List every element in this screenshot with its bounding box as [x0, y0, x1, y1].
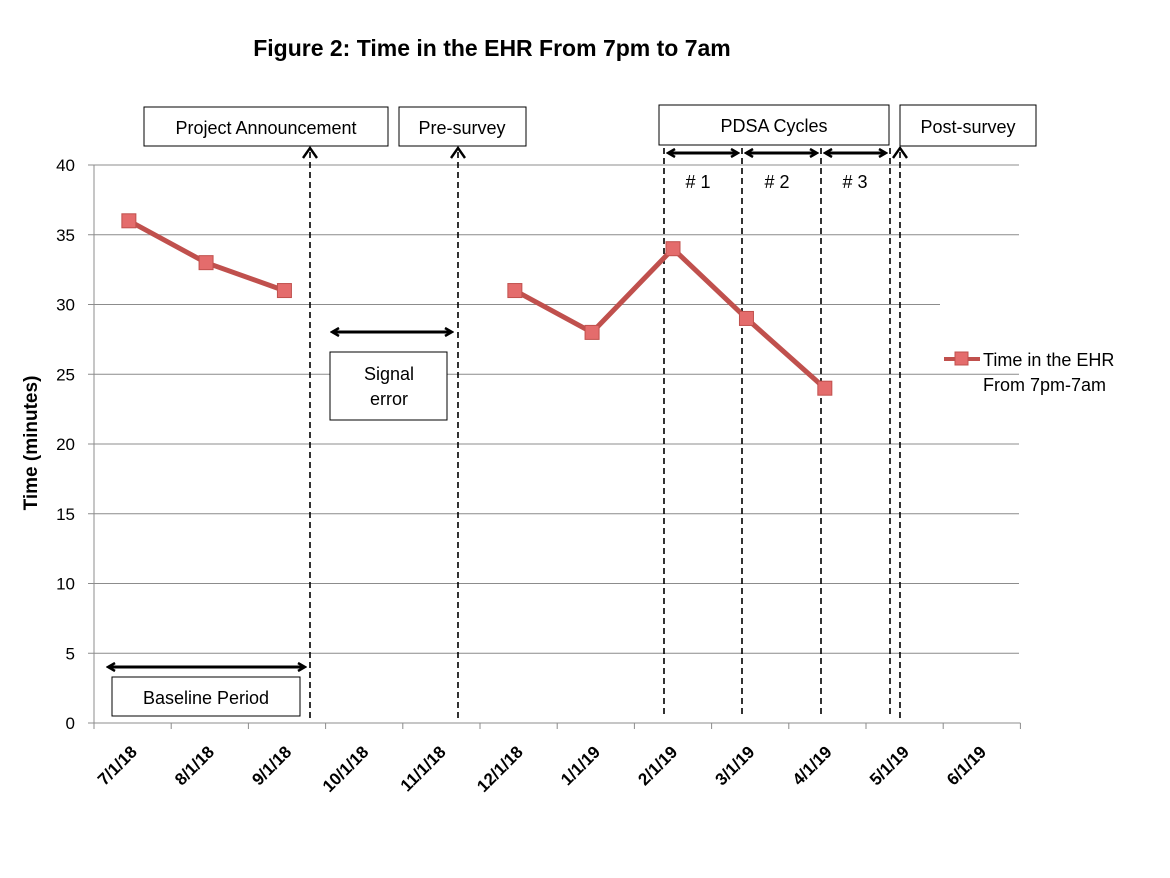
x-tick-label: 11/1/18	[397, 742, 450, 795]
data-point	[665, 241, 681, 257]
post-survey-box	[899, 104, 1037, 147]
y-tick-label: 0	[66, 714, 75, 733]
annotation-boxes	[111, 104, 1037, 717]
signal-error-box	[329, 351, 448, 421]
legend: Time in the EHR From 7pm-7am	[944, 350, 1114, 395]
x-tick-label: 9/1/18	[248, 742, 295, 789]
x-tick-label: 2/1/19	[634, 742, 681, 789]
pre-survey-text: Pre-survey	[418, 118, 505, 138]
cycle-3-label: # 3	[842, 172, 867, 192]
signal-error-text-line-2: error	[370, 389, 408, 409]
signal-error-text-line-1: Signal	[364, 364, 414, 384]
up-arrows	[302, 145, 908, 159]
data-point	[121, 213, 137, 229]
x-tick-label: 12/1/18	[473, 742, 527, 796]
x-tick-label: 4/1/19	[789, 742, 836, 789]
y-tick-label: 40	[56, 156, 75, 175]
y-tick-label: 20	[56, 435, 75, 454]
data-point	[584, 324, 600, 340]
y-tick-labels: 0 5 10 15 20 25 30 35 40	[56, 156, 75, 733]
y-tick-label: 5	[66, 644, 75, 663]
post-survey-text: Post-survey	[920, 117, 1015, 137]
annotation-lines	[309, 148, 901, 718]
announcement-arrow	[302, 145, 318, 159]
cycle-2-label: # 2	[764, 172, 789, 192]
y-tick-label: 15	[56, 505, 75, 524]
span-arrows	[108, 153, 886, 667]
project-announcement-text: Project Announcement	[175, 118, 356, 138]
data-point	[507, 283, 523, 299]
x-tick-label: 6/1/19	[943, 742, 990, 789]
legend-label-line-1: Time in the EHR	[983, 350, 1114, 370]
post-survey-arrow	[892, 145, 908, 159]
baseline-period-text: Baseline Period	[143, 688, 269, 708]
series-time-in-ehr	[121, 213, 833, 396]
series-line-segment	[513, 246, 827, 391]
data-point	[276, 283, 292, 299]
x-tick-label: 1/1/19	[557, 742, 604, 789]
data-point	[817, 380, 833, 396]
x-tick-labels: 7/1/18 8/1/18 9/1/18 10/1/18 11/1/18 12/1/18 1…	[94, 742, 990, 796]
data-point	[198, 255, 214, 271]
pdsa-cycles-box	[658, 104, 890, 146]
x-tick-label: 7/1/18	[94, 742, 141, 789]
legend-label-line-2: From 7pm-7am	[983, 375, 1106, 395]
cycle-1-label: # 1	[685, 172, 710, 192]
x-tick-label: 8/1/18	[171, 742, 218, 789]
y-tick-label: 35	[56, 226, 75, 245]
pdsa-cycles-text: PDSA Cycles	[720, 116, 827, 136]
y-axis-label: Time (minutes)	[21, 376, 42, 511]
y-tick-label: 25	[56, 365, 75, 384]
pre-survey-arrow	[450, 145, 466, 159]
y-tick-label: 30	[56, 296, 75, 315]
project-announcement-box	[143, 106, 389, 147]
gridlines	[94, 164, 1019, 654]
baseline-period-box	[111, 676, 301, 717]
y-tick-label: 10	[56, 575, 75, 594]
chart-title: Figure 2: Time in the EHR From 7pm to 7a…	[253, 35, 731, 61]
x-tick-label: 10/1/18	[319, 742, 373, 796]
x-tick-label: 5/1/19	[866, 742, 913, 789]
x-tick-label: 3/1/19	[712, 742, 759, 789]
legend-marker-swatch	[954, 351, 969, 366]
pre-survey-box	[398, 106, 527, 147]
axes	[88, 164, 1021, 729]
data-point	[738, 310, 754, 326]
